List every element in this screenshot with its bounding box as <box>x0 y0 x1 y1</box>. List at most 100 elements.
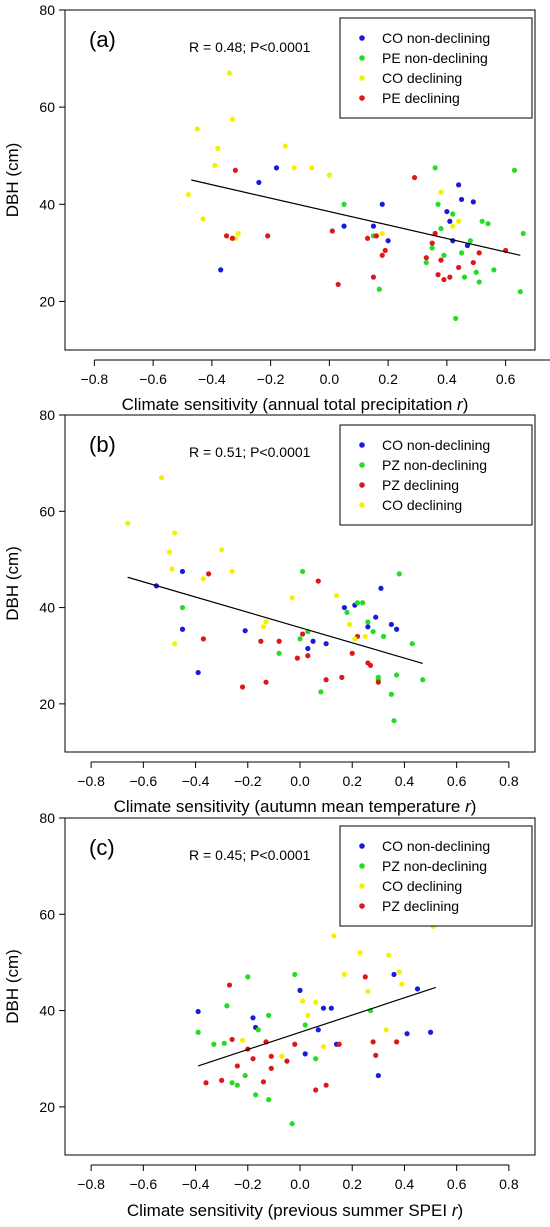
plot-frame <box>64 414 536 753</box>
data-point <box>388 621 394 628</box>
data-point <box>491 267 497 273</box>
legend-marker <box>359 35 365 41</box>
data-point <box>409 641 415 647</box>
y-axis-label: DBH (cm) <box>3 949 22 1024</box>
data-point <box>323 641 329 647</box>
data-point <box>245 974 251 980</box>
data-point <box>329 228 335 234</box>
y-tick-label: 20 <box>39 696 55 712</box>
data-point <box>396 969 402 975</box>
data-point <box>485 221 491 227</box>
x-tick-label: −0.4 <box>182 1176 210 1192</box>
data-point <box>404 1031 410 1037</box>
chart-panel-3: −0.8 −0.6 −0.4 −0.2 0.0 0.2 0.4 0.6 0.8 20 40 60 80 D… <box>3 810 536 1220</box>
data-point <box>263 619 269 625</box>
data-point <box>279 1053 285 1059</box>
data-point <box>517 289 523 295</box>
legend-label: PZ non-declining <box>382 858 487 874</box>
data-point <box>362 633 368 640</box>
data-point <box>226 982 233 988</box>
data-point <box>253 1092 259 1098</box>
data-point <box>313 999 319 1005</box>
data-point <box>185 191 191 198</box>
data-point <box>458 250 465 256</box>
legend-label: CO declining <box>382 497 462 513</box>
data-point <box>367 662 374 668</box>
data-point <box>456 182 462 188</box>
x-tick-label: 0.4 <box>437 371 457 387</box>
data-point <box>239 684 246 690</box>
data-point <box>370 1039 376 1045</box>
data-point <box>219 547 225 553</box>
data-point <box>453 315 459 322</box>
y-tick-label: 60 <box>39 99 55 115</box>
data-point <box>375 674 381 680</box>
data-point <box>235 230 241 237</box>
data-point <box>333 592 340 599</box>
plot-frame <box>64 9 536 351</box>
x-axis-label: Climate sensitivity (autumn mean tempera… <box>114 797 477 816</box>
legend-label: PZ declining <box>382 898 459 914</box>
data-point <box>125 520 131 526</box>
data-point <box>396 571 402 577</box>
data-point <box>223 233 230 239</box>
x-tick-label: −0.6 <box>130 773 158 789</box>
x-tick-label: 0.4 <box>395 773 415 789</box>
data-point <box>339 674 345 680</box>
x-tick-label: 0.2 <box>342 1176 362 1192</box>
legend-marker <box>359 903 365 909</box>
data-point <box>318 689 324 695</box>
data-point <box>313 1087 319 1093</box>
data-point <box>399 981 405 987</box>
data-point <box>328 1005 334 1011</box>
data-point <box>323 1082 329 1088</box>
data-point <box>229 1080 235 1086</box>
data-point <box>423 259 429 266</box>
x-tick-label: 0.8 <box>499 773 519 789</box>
regression-line <box>197 986 436 1067</box>
data-point <box>335 281 341 288</box>
data-point <box>385 238 391 244</box>
data-point <box>391 718 397 724</box>
x-tick-label: 0.6 <box>447 1176 467 1192</box>
data-point <box>297 636 303 642</box>
data-point <box>206 571 212 577</box>
data-point <box>438 257 444 263</box>
data-point <box>380 633 387 640</box>
data-point <box>294 655 300 661</box>
data-point <box>266 1012 272 1018</box>
data-point <box>370 274 377 280</box>
data-point <box>179 604 186 611</box>
data-point <box>414 986 421 992</box>
data-point <box>195 1008 201 1015</box>
data-point <box>255 1027 261 1033</box>
data-point <box>373 1052 379 1058</box>
legend-marker <box>359 442 365 448</box>
data-point <box>360 600 366 606</box>
data-point <box>450 223 456 229</box>
data-point <box>179 568 186 575</box>
legend-marker <box>359 843 365 849</box>
chart-panel-1: −0.8−0.6−0.4−0.20.00.20.40.60.820406080D… <box>3 2 550 414</box>
data-point <box>323 677 329 683</box>
data-point <box>456 218 462 224</box>
data-point <box>444 208 450 215</box>
x-tick-label: −0.4 <box>198 371 226 387</box>
data-point <box>229 1036 235 1043</box>
data-point <box>320 1005 327 1011</box>
data-point <box>172 641 178 647</box>
data-point <box>473 269 479 275</box>
data-point <box>310 638 316 644</box>
data-point <box>386 952 392 958</box>
data-point <box>305 1012 311 1018</box>
data-point <box>429 240 435 246</box>
data-point <box>365 988 371 994</box>
data-point <box>266 1097 272 1103</box>
data-point <box>479 218 485 224</box>
data-point <box>364 235 371 241</box>
data-point <box>326 172 332 178</box>
data-point <box>450 211 456 217</box>
data-point <box>300 568 306 575</box>
data-point <box>373 614 379 620</box>
data-point <box>211 1041 217 1047</box>
